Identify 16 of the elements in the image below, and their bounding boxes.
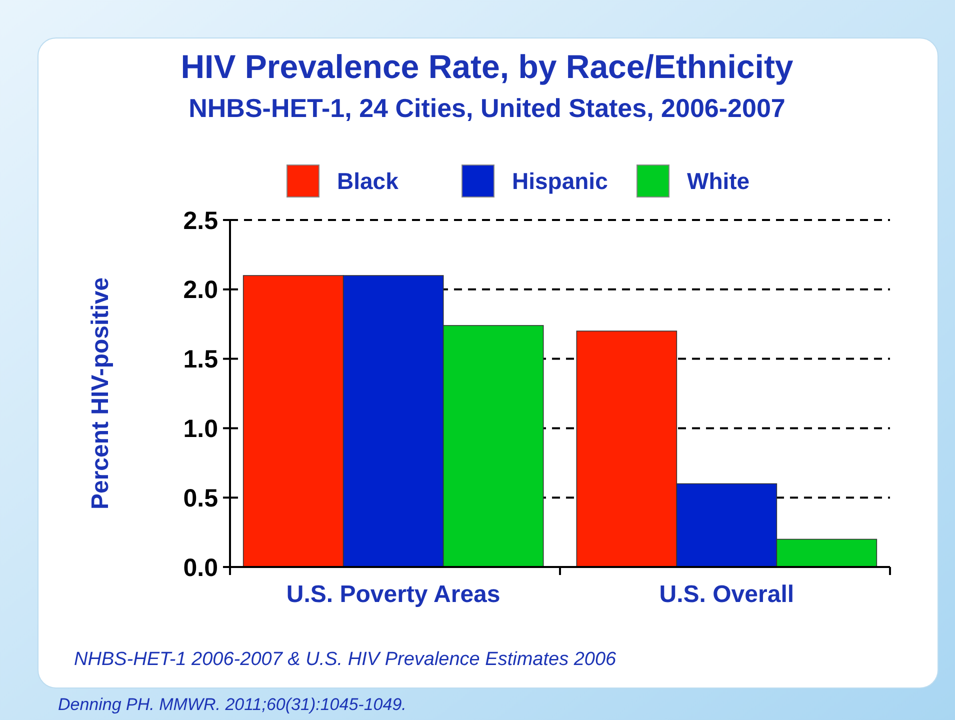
y-tick-label: 2.0 — [183, 276, 218, 304]
y-tick-label: 2.5 — [183, 206, 218, 235]
y-tick-label: 1.0 — [183, 414, 218, 443]
text: NHBS-HET-1 2006-2007 & U.S. HIV Prevalence Estimates 2006 — [74, 649, 617, 670]
legend-label: Black — [337, 168, 399, 194]
legend-label: Hispanic — [512, 168, 608, 194]
chart-subtitle: NHBS-HET-1, 24 Cities, United States, 2006-2007 — [188, 93, 786, 123]
legend-label: White — [687, 168, 750, 194]
x-tick-label: U.S. Poverty Areas — [286, 581, 500, 608]
x-tick-label: U.S. Overall — [659, 581, 794, 608]
text: Denning PH. MMWR. 2011;60(31):1045-1049. — [58, 695, 406, 714]
y-tick-label: 1.5 — [183, 346, 218, 374]
chart-title: HIV Prevalence Rate, by Race/Ethnicity — [180, 48, 794, 85]
y-axis-title: Percent HIV-positive — [87, 277, 114, 510]
y-tick-label: 0.0 — [183, 554, 218, 582]
y-tick-label: 0.5 — [183, 484, 218, 512]
